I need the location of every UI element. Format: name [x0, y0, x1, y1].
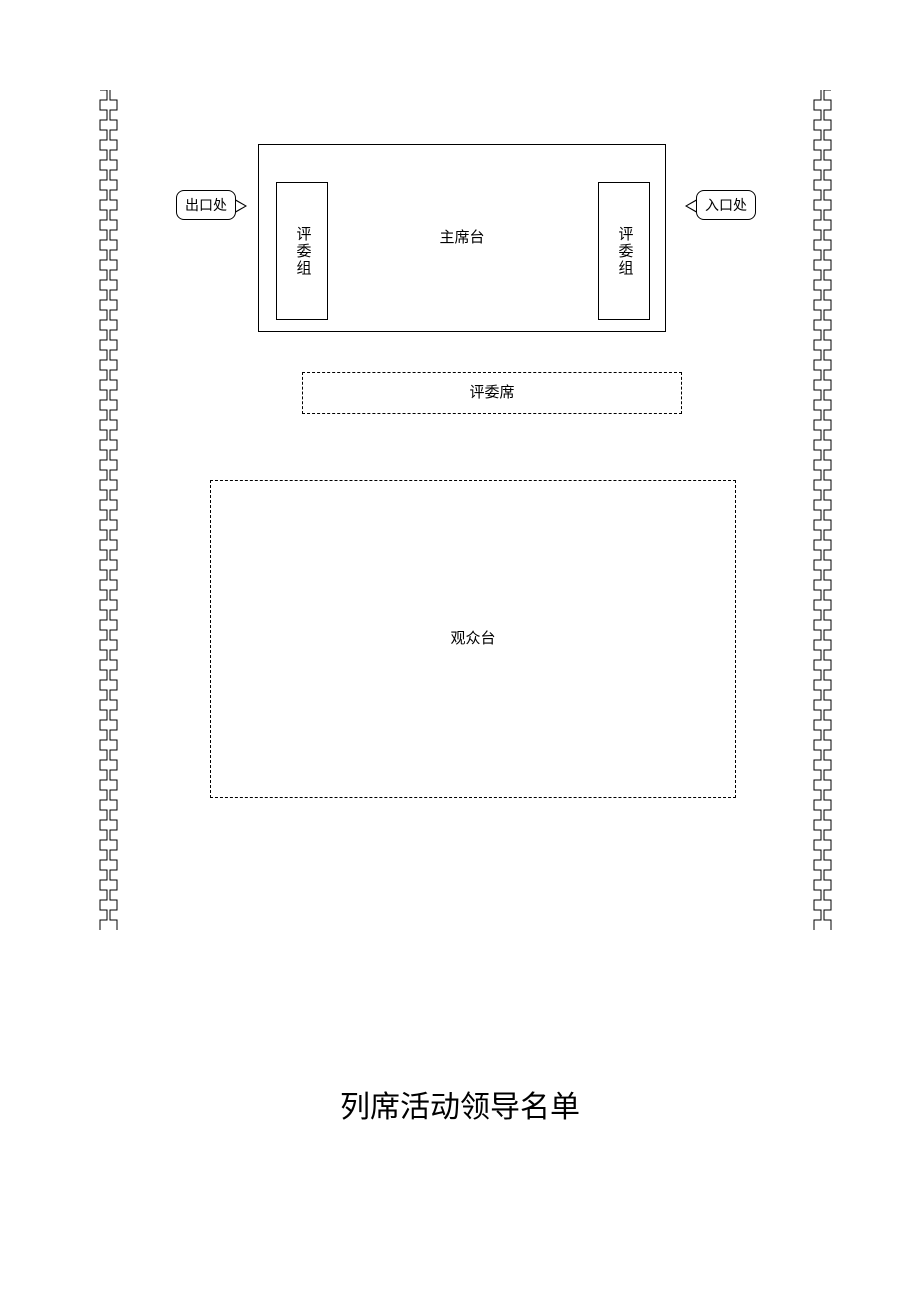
section-heading: 列席活动领导名单	[0, 1082, 920, 1126]
stage-center-label: 主席台	[439, 228, 484, 249]
judge-group-right-label: 评委组	[614, 226, 635, 277]
exit-callout: 出口处	[176, 190, 236, 220]
judge-group-left: 评委组	[276, 182, 328, 320]
entrance-callout-label: 入口处	[705, 199, 747, 214]
decorative-border-right	[812, 90, 833, 930]
audience-area: 观众台	[210, 480, 736, 798]
judge-seats: 评委席	[302, 372, 682, 414]
judge-seats-label: 评委席	[469, 383, 514, 404]
judge-group-left-label: 评委组	[292, 226, 313, 277]
decorative-border-left	[98, 90, 119, 930]
exit-callout-label: 出口处	[185, 199, 227, 214]
audience-area-label: 观众台	[450, 629, 495, 650]
entrance-callout: 入口处	[696, 190, 756, 220]
section-heading-text: 列席活动领导名单	[340, 1091, 580, 1124]
judge-group-right: 评委组	[598, 182, 650, 320]
